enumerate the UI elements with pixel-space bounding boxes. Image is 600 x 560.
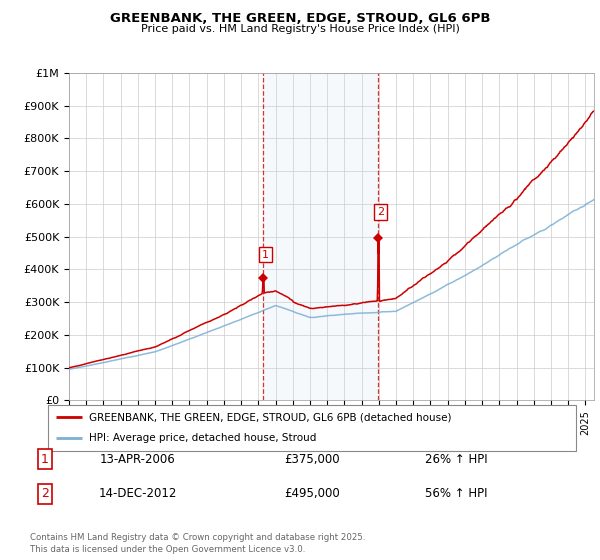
Text: HPI: Average price, detached house, Stroud: HPI: Average price, detached house, Stro… [89,433,317,444]
Text: 1: 1 [41,452,49,466]
Text: GREENBANK, THE GREEN, EDGE, STROUD, GL6 6PB (detached house): GREENBANK, THE GREEN, EDGE, STROUD, GL6 … [89,412,452,422]
Text: Contains HM Land Registry data © Crown copyright and database right 2025.
This d: Contains HM Land Registry data © Crown c… [30,533,365,554]
Text: 2: 2 [377,207,384,217]
FancyBboxPatch shape [48,405,576,451]
Text: 1: 1 [262,250,269,260]
Text: GREENBANK, THE GREEN, EDGE, STROUD, GL6 6PB: GREENBANK, THE GREEN, EDGE, STROUD, GL6 … [110,12,490,25]
Text: 14-DEC-2012: 14-DEC-2012 [99,487,177,501]
Text: 26% ↑ HPI: 26% ↑ HPI [425,452,487,466]
Text: Price paid vs. HM Land Registry's House Price Index (HPI): Price paid vs. HM Land Registry's House … [140,24,460,34]
Text: £495,000: £495,000 [284,487,340,501]
Text: 2: 2 [41,487,49,501]
Bar [263,73,378,400]
Text: £375,000: £375,000 [284,452,340,466]
Text: 56% ↑ HPI: 56% ↑ HPI [425,487,487,501]
Text: 13-APR-2006: 13-APR-2006 [100,452,176,466]
